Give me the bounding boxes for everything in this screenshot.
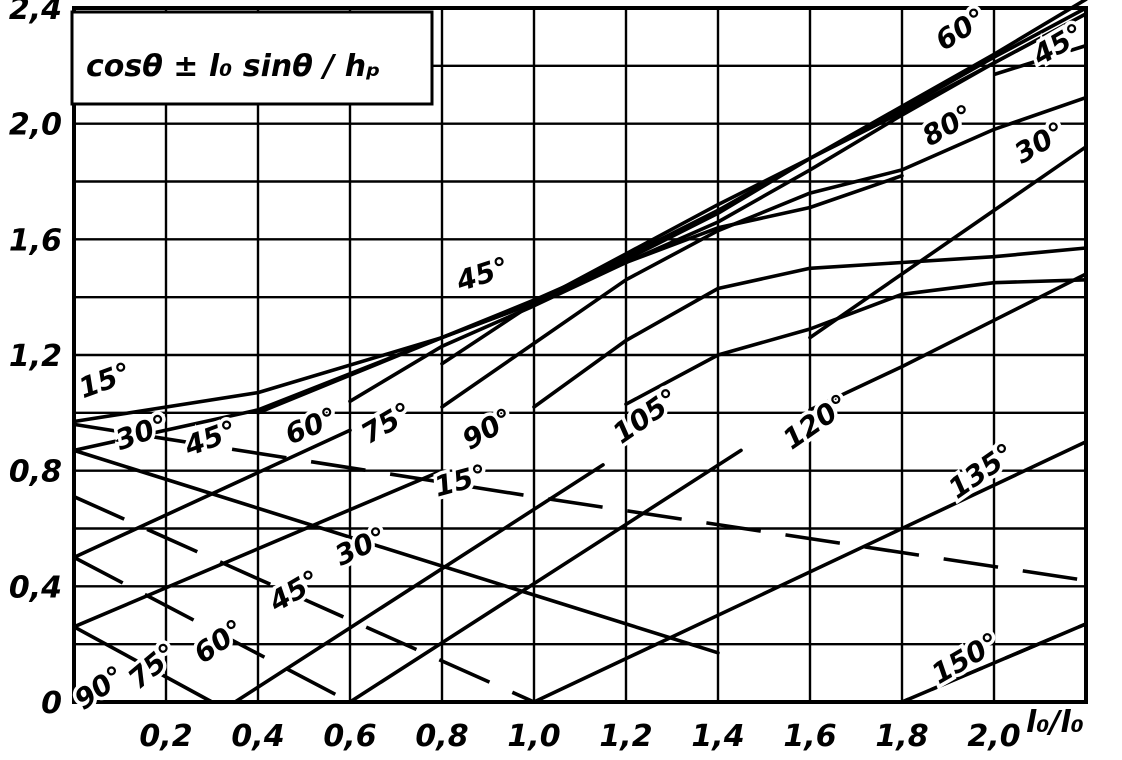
curve-label: 80°: [917, 98, 979, 153]
chart-title: cosθ ± l₀ sinθ / hₚ: [86, 49, 380, 84]
y-tick-label: 0,8: [9, 455, 62, 490]
curve-label: 90°: [457, 401, 519, 456]
y-tick-label: 0,4: [9, 570, 62, 605]
curve-label: 60°: [280, 401, 341, 451]
curve-label: 75°: [122, 636, 184, 695]
series-line-upper-6: [440, 95, 1088, 409]
x-tick-label: 0,6: [323, 719, 376, 754]
series-line-lower-11: [73, 422, 1087, 583]
x-tick-label: 1,6: [783, 719, 836, 754]
series-line-rising-21: [348, 448, 743, 704]
x-tick-label: 1,8: [875, 719, 928, 754]
y-tick-label: 2,4: [9, 0, 62, 27]
series-line-upper-9: [808, 272, 1088, 412]
series-line-lower-14: [73, 555, 351, 704]
series-line-rising-18: [72, 468, 444, 629]
title-box: [70, 10, 434, 106]
series-line-rising-20: [233, 463, 605, 704]
curve-label: 45°: [1026, 17, 1089, 73]
curve-label: 60°: [188, 613, 250, 670]
series-line-upper-7: [532, 246, 1088, 409]
curve-label: 120°: [777, 388, 855, 457]
y-tick-label: 1,6: [9, 223, 62, 258]
series-line-upper-4: [440, 173, 904, 366]
curve-label: 45°: [263, 563, 326, 619]
x-tick-label: 0,4: [231, 719, 284, 754]
y-tick-label: 1,2: [9, 339, 62, 374]
curve-label: 45°: [179, 414, 241, 463]
series-line-rising-23: [900, 622, 1088, 704]
x-tick-label: 0,2: [139, 719, 192, 754]
curve-label: 135°: [942, 437, 1020, 506]
x-tick-label: 1,4: [691, 719, 744, 754]
x-tick-label: 2,0: [967, 719, 1020, 754]
curve-label: 15°: [74, 356, 135, 405]
x-axis-label: l₀/l₀: [1026, 705, 1084, 740]
series-line-right-10: [808, 145, 1088, 340]
curve-label: 15°: [431, 458, 491, 504]
y-tick-label: 2,0: [9, 108, 62, 143]
curves: [72, 0, 1088, 704]
series-line-lower-12: [72, 448, 720, 655]
curve-label: 45°: [451, 250, 513, 298]
series-line-rising-22: [532, 440, 1088, 704]
series-line-lower-13: [73, 495, 535, 704]
curve-label: 90°: [68, 659, 130, 716]
curve-label: 75°: [355, 396, 417, 451]
x-tick-label: 0,8: [415, 719, 468, 754]
grid: [72, 6, 1088, 704]
tick-labels: 0,2 0,4 0,6 0,8 1,0 1,2 1,4 1,6 1,8 2,0 0 0,4 0,8 1,2…: [9, 0, 1021, 754]
y-tick-label: 0: [41, 686, 62, 721]
series-line-lower-15: [72, 625, 214, 704]
series-line-upper-8: [624, 278, 1088, 406]
series-line-rising-19: [72, 428, 352, 560]
chart-title-group: cosθ ± l₀ sinθ / hₚ: [70, 10, 434, 106]
series-line-upper-5: [993, 43, 1087, 77]
series-line-upper-3: [348, 12, 1088, 404]
series-line-upper-0: [72, 0, 1088, 424]
x-tick-label: 1,2: [599, 719, 652, 754]
x-tick-label: 1,0: [507, 719, 560, 754]
